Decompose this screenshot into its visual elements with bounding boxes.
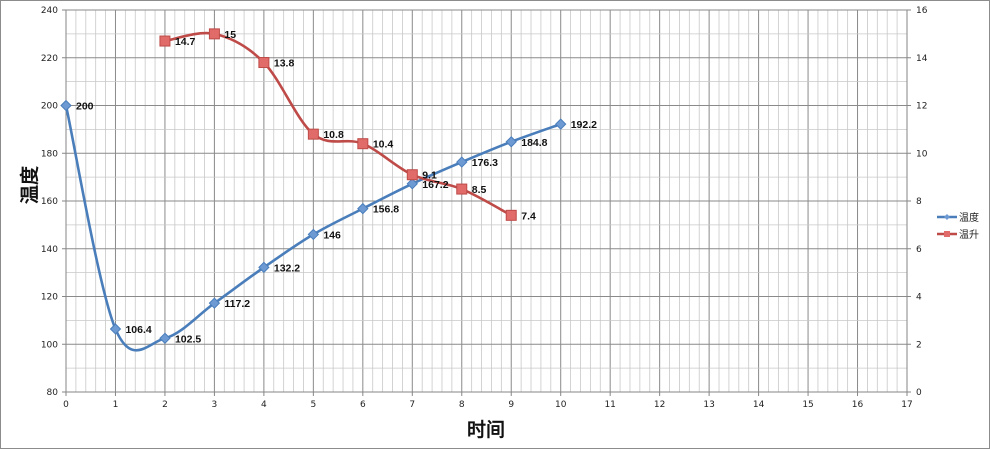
diamond-marker [505,136,517,148]
x-tick-label: 8 [459,400,465,410]
y2-tick-label: 12 [916,102,927,112]
diamond-marker [456,156,468,168]
y-tick-label: 80 [47,388,59,398]
y2-tick-label: 4 [916,293,922,303]
data-label: 156.8 [373,204,399,216]
square-marker [456,183,468,195]
x-axis-title: 时间 [467,419,505,441]
x-tick-label: 0 [63,400,69,410]
y-tick-label: 200 [41,102,58,112]
data-label: 117.2 [224,298,250,310]
data-label: 146 [323,229,341,241]
diamond-marker [406,178,419,190]
data-label: 13.8 [274,58,295,70]
x-tick-label: 10 [555,400,567,410]
y2-tick-label: 0 [916,388,922,398]
x-tick-label: 9 [508,400,514,410]
square-marker [357,138,369,150]
y-tick-label: 220 [41,54,58,64]
square-marker [307,128,319,140]
y2-tick-label: 6 [916,245,922,255]
data-label: 10.8 [323,129,344,141]
legend-label: 温升 [959,229,979,241]
y-tick-label: 120 [41,293,58,303]
data-label: 8.5 [472,184,487,196]
diamond-marker [208,297,221,309]
x-tick-label: 1 [113,400,119,410]
data-label: 184.8 [521,137,547,149]
x-tick-label: 7 [409,400,415,410]
square-marker [406,169,418,181]
data-label: 14.7 [175,36,196,48]
y-tick-label: 100 [41,340,58,350]
y-tick-label: 160 [41,197,58,207]
y2-tick-label: 16 [916,6,928,16]
legend-square-icon [944,231,950,237]
x-tick-label: 14 [753,400,765,410]
x-tick-label: 13 [703,400,714,410]
data-labels: 200 106.4 102.5 117.2 132.2 146 156.8 167.2 176.… [76,29,597,345]
y-tick-label: 140 [41,245,58,255]
square-marker [208,28,220,40]
y-tick-label: 180 [41,149,58,159]
series-group [60,28,567,352]
series-line-temperature-rise [164,31,512,217]
diamond-marker [60,99,72,112]
y-axis-title: 温度 [18,165,41,204]
data-label: 167.2 [422,179,448,191]
x-tick-label: 15 [802,400,813,410]
x-tick-label: 2 [162,400,168,410]
data-label: 7.4 [521,210,536,222]
data-label: 176.3 [472,157,498,169]
x-tick-label: 17 [901,400,912,410]
square-marker [159,35,171,47]
y-tick-label: 240 [41,6,58,16]
data-label: 9.1 [422,170,437,182]
square-marker [505,209,517,221]
square-marker [258,57,270,69]
diamond-marker [159,332,171,344]
data-label: 132.2 [274,262,300,274]
axes: 8010012014016018020022024002468101214160… [41,6,928,410]
y2-tick-label: 14 [916,54,928,64]
x-tick-label: 12 [654,400,665,410]
y2-tick-label: 10 [916,149,928,159]
diamond-marker [258,261,270,274]
x-tick-label: 11 [604,400,615,410]
x-tick-label: 6 [360,400,366,410]
diamond-marker [357,202,369,215]
y2-tick-label: 2 [916,340,922,350]
x-tick-label: 16 [852,400,864,410]
data-label: 15 [224,29,236,41]
x-tick-label: 5 [310,400,316,410]
diamond-marker [109,323,122,335]
data-label: 10.4 [373,139,394,151]
legend-label: 温度 [959,211,979,224]
diamond-marker [307,228,320,241]
x-tick-label: 4 [261,400,267,410]
diamond-marker [554,118,567,130]
y2-tick-label: 8 [916,197,922,207]
data-label: 106.4 [125,324,151,336]
data-label: 102.5 [175,333,201,345]
legend-diamond-icon [944,214,950,220]
data-label: 192.2 [571,119,597,131]
x-tick-label: 3 [212,400,218,410]
data-label: 200 [76,101,94,113]
